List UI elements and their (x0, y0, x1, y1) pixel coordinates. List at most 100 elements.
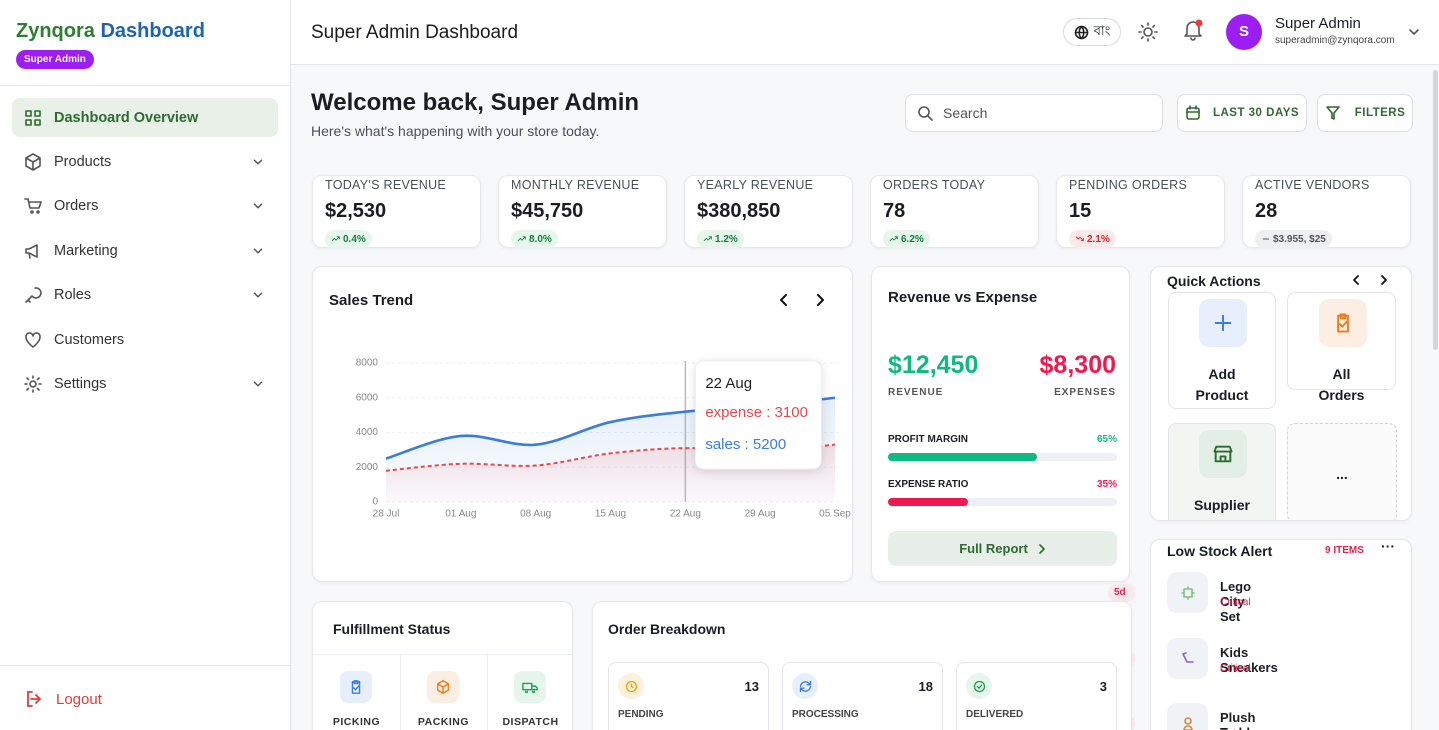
menu-item[interactable]: Dashboard Overview (12, 98, 278, 137)
theme-toggle[interactable] (1138, 22, 1158, 42)
menu-item[interactable]: Customers (12, 320, 278, 359)
bar-value: 35% (1096, 479, 1117, 490)
icon-path (351, 680, 361, 694)
menu-label: Marketing (54, 242, 118, 259)
revenue-label: REVENUE (888, 387, 944, 398)
search-placeholder: Search (943, 105, 988, 121)
icon-path (703, 236, 712, 242)
status-label: DELIVERED (966, 709, 1024, 720)
card-title: Revenue vs Expense (888, 289, 1038, 306)
menu-item[interactable]: Roles (12, 276, 278, 315)
icon (351, 680, 361, 694)
item-count: 9 ITEMS (1325, 545, 1364, 556)
user-menu-chevron[interactable] (1408, 26, 1420, 38)
tooltip-date: 22 Aug (705, 375, 752, 392)
icon (1213, 445, 1233, 463)
menu-icon (25, 287, 42, 303)
quick-action[interactable]: Supplier (1168, 423, 1276, 520)
quick-action[interactable]: Add Product (1168, 292, 1276, 409)
days-left: 5d left (1108, 584, 1135, 616)
welcome-subtitle: Here's what's happening with your store … (311, 123, 600, 139)
stat-change: 1.2% (697, 230, 744, 248)
next-button[interactable] (1378, 274, 1390, 286)
full-report-button[interactable]: Full Report (888, 531, 1117, 566)
prev-button[interactable] (776, 292, 792, 308)
icon-path (331, 236, 340, 242)
icon-path (436, 680, 450, 694)
change-text: 6.2% (901, 233, 924, 245)
notifications[interactable] (1182, 18, 1204, 42)
action-icon (1318, 299, 1367, 347)
icon (973, 680, 985, 692)
search-box[interactable]: Search (905, 94, 1163, 132)
icon-path (25, 287, 42, 303)
status-box: 18 PROCESSING (782, 662, 943, 730)
menu-icon (25, 109, 41, 126)
quick-action[interactable]: All Orders (1287, 292, 1396, 403)
menu-item[interactable]: Orders (12, 187, 278, 226)
date-range-button[interactable]: LAST 30 DAYS (1177, 94, 1307, 132)
trend-icon (703, 236, 712, 242)
prev-button[interactable] (1350, 274, 1362, 286)
step-icon (427, 671, 459, 703)
menu-item[interactable]: Marketing (12, 231, 278, 270)
brand-suffix: Dashboard (100, 20, 205, 42)
product-name: Plush Teddy Bear (1220, 710, 1257, 730)
menu-icon (24, 375, 42, 393)
menu-label: Customers (54, 331, 125, 348)
stat-change: 8.0% (511, 230, 558, 248)
chevron (253, 203, 263, 209)
icon-path (517, 236, 526, 242)
trend-icon (889, 236, 898, 242)
menu-item[interactable]: Products (12, 142, 278, 181)
stat-label: PENDING ORDERS (1069, 178, 1188, 192)
scrollbar (1433, 70, 1438, 350)
status-box: 3 DELIVERED (956, 662, 1117, 730)
x-tick-label: 08 Aug (520, 509, 551, 520)
change-text: 0.4% (343, 233, 366, 245)
quick-action[interactable]: ... (1287, 423, 1397, 520)
next-button[interactable] (812, 292, 828, 308)
icon (1180, 585, 1195, 600)
status-label: PENDING (618, 709, 664, 720)
icon-path (1075, 236, 1084, 242)
change-text: 2.1% (1087, 233, 1110, 245)
page-title: Super Admin Dashboard (311, 22, 519, 43)
line (385, 443, 836, 472)
product-thumb (1167, 637, 1208, 679)
search-icon (918, 106, 933, 121)
icon-path (25, 243, 38, 259)
menu-label: Roles (54, 287, 92, 304)
expenses-label: EXPENSES (1054, 387, 1116, 398)
icon-path (24, 198, 42, 215)
stat-card: ORDERS TODAY 78 6.2% (870, 175, 1039, 248)
language-switch[interactable]: বাং (1063, 18, 1121, 46)
stat-label: MONTHLY REVENUE (511, 178, 640, 192)
step-icon (514, 671, 546, 703)
menu-item[interactable]: Settings (12, 364, 278, 403)
stat-label: ACTIVE VENDORS (1255, 178, 1370, 192)
status-icon (966, 673, 992, 699)
chevron (253, 248, 263, 254)
bar-fill (888, 453, 1037, 461)
tooltip-line: expense : 3100 (705, 404, 808, 421)
icon-path (253, 159, 263, 165)
icon-path (1180, 585, 1195, 600)
menu-icon (24, 198, 42, 215)
filters-button[interactable]: FILTERS (1317, 94, 1413, 132)
filter-icon (1325, 106, 1340, 120)
revenue-expense-card: Revenue vs Expense $12,450 REVENUE $8,30… (871, 266, 1130, 582)
icon-path (973, 680, 985, 692)
avatar[interactable]: S (1226, 14, 1262, 50)
product-name: Kids Sneakers (1220, 644, 1278, 675)
menu-label: Orders (54, 198, 99, 215)
y-tick-label: 4000 (356, 427, 379, 438)
card-title: Fulfillment Status (333, 621, 451, 637)
card-title: Sales Trend (329, 292, 414, 309)
sales-trend-card: Sales Trend 0 2000 4000 6000 8000 28 Jul 01 Au… (312, 266, 853, 582)
more-button[interactable]: ··· (1381, 538, 1395, 554)
x-tick-label: 15 Aug (595, 509, 626, 520)
logout[interactable]: Logout (24, 689, 102, 709)
icon-path (253, 248, 263, 254)
